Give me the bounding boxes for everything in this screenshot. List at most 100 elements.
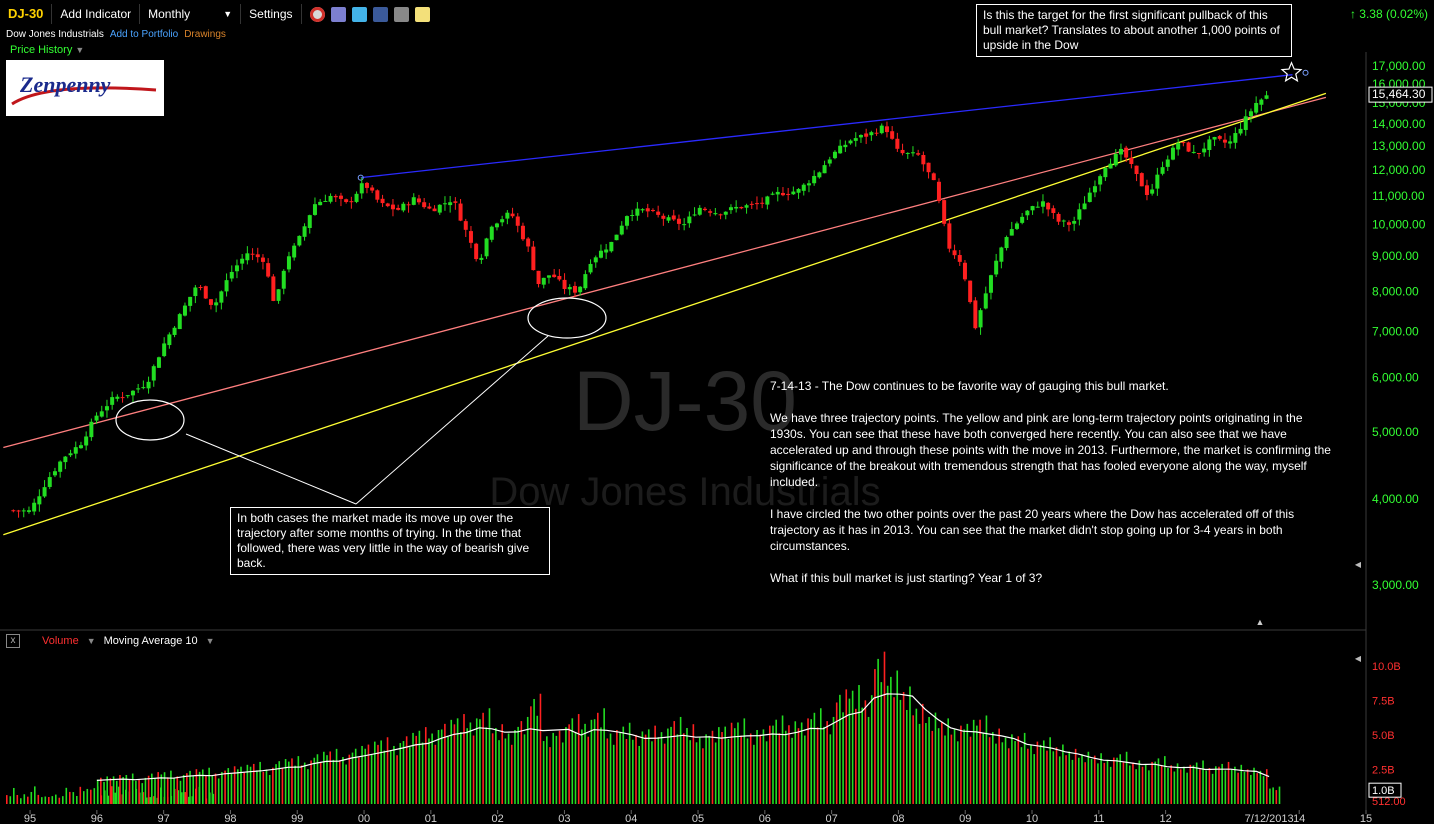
y-tick-label-2: 5,000.00 xyxy=(1372,425,1419,439)
volume-bar xyxy=(995,743,997,804)
candle-body xyxy=(354,193,359,202)
volume-bar xyxy=(119,774,121,804)
candle-body xyxy=(1118,148,1123,155)
volume-bar xyxy=(106,776,109,804)
volume-bar xyxy=(20,798,22,804)
volume-bar xyxy=(421,742,424,804)
volume-bar xyxy=(561,742,564,804)
candle-body xyxy=(468,231,473,243)
candle-body xyxy=(364,182,369,188)
volume-bar xyxy=(313,757,316,804)
volume-bar xyxy=(370,754,373,804)
volume-bar xyxy=(1160,765,1163,804)
candle-body xyxy=(988,275,993,293)
volume-bar xyxy=(596,712,599,804)
volume-bar xyxy=(1269,788,1271,804)
volume-bar xyxy=(1116,757,1118,804)
twitter-icon[interactable] xyxy=(351,6,367,22)
volume-bar xyxy=(367,744,370,804)
x-tick-label-10: 05 xyxy=(692,813,704,824)
volume-bar xyxy=(323,751,325,804)
candle-body xyxy=(728,207,733,211)
candle-body xyxy=(1061,220,1066,222)
note-icon[interactable] xyxy=(414,6,430,22)
volume-bar xyxy=(479,719,481,804)
commentary-note: 7-14-13 - The Dow continues to be favori… xyxy=(770,378,1340,602)
scroll-up-icon: ▲ xyxy=(1256,617,1265,627)
volume-header: x Volume ▼ Moving Average 10 ▼ xyxy=(6,634,215,648)
volume-bar xyxy=(151,773,153,804)
candle-body xyxy=(26,510,31,512)
volume-bar xyxy=(797,728,800,804)
volume-bar xyxy=(1195,762,1198,804)
volume-bar xyxy=(1122,762,1125,804)
logo-text: Zenpenny xyxy=(20,72,111,97)
candle-body xyxy=(1113,153,1118,166)
volume-label[interactable]: Volume xyxy=(42,635,79,647)
volume-bar xyxy=(374,741,376,804)
volume-bar xyxy=(711,730,714,804)
price-history-menu[interactable]: Price History ▼ xyxy=(10,44,84,56)
volume-bar xyxy=(189,770,191,804)
volume-bar xyxy=(48,796,50,804)
volume-bar xyxy=(1049,737,1051,804)
volume-bar xyxy=(402,741,405,804)
candle-body xyxy=(806,183,811,186)
drawings-link[interactable]: Drawings xyxy=(184,29,226,40)
candle-body xyxy=(687,216,692,224)
volume-bar xyxy=(144,777,147,804)
candle-body xyxy=(604,249,609,253)
volume-bar xyxy=(121,794,124,804)
period-select[interactable]: Monthly ▼ xyxy=(140,4,242,24)
volume-bar xyxy=(488,708,491,804)
volume-bar xyxy=(300,765,303,804)
volume-bar xyxy=(1148,770,1150,804)
camera-icon[interactable] xyxy=(393,6,409,22)
candle-body xyxy=(526,238,531,247)
volume-bar xyxy=(434,744,437,804)
volume-bar xyxy=(1173,771,1176,804)
volume-bar xyxy=(160,774,163,804)
chevron-down-icon: ▼ xyxy=(223,9,233,19)
volume-bar xyxy=(718,727,720,804)
volume-bar xyxy=(1265,769,1268,804)
candle-body xyxy=(479,257,484,260)
volume-bar xyxy=(870,695,873,804)
settings-button[interactable]: Settings xyxy=(241,4,302,24)
candle-body xyxy=(1046,202,1051,210)
volume-bar xyxy=(1030,744,1032,804)
candle-body xyxy=(1082,203,1087,210)
volume-bar xyxy=(214,773,217,804)
close-icon[interactable]: x xyxy=(6,634,20,648)
book-icon[interactable] xyxy=(330,6,346,22)
add-to-portfolio-link[interactable]: Add to Portfolio xyxy=(109,29,179,40)
volume-bar xyxy=(472,735,475,804)
candle-body xyxy=(1186,142,1191,152)
candle-body xyxy=(1160,167,1165,174)
volume-bar xyxy=(721,732,723,804)
volume-bar xyxy=(622,726,625,804)
circle-2002 xyxy=(527,297,607,339)
volume-bar xyxy=(523,734,526,804)
candle-body xyxy=(1144,185,1149,195)
volume-bar xyxy=(753,744,755,804)
volume-bar xyxy=(587,736,590,804)
volume-bar xyxy=(284,759,287,804)
candle-body xyxy=(1108,163,1113,169)
volume-bar xyxy=(316,754,319,804)
volume-bar xyxy=(147,775,150,804)
x-last-label: 7/12/2013 xyxy=(1245,813,1294,824)
add-indicator-button[interactable]: Add Indicator xyxy=(52,4,141,24)
volume-bar xyxy=(644,734,647,804)
facebook-icon[interactable] xyxy=(372,6,388,22)
ma-label[interactable]: Moving Average 10 xyxy=(103,635,198,647)
candle-body xyxy=(359,183,364,194)
alarm-clock-icon[interactable] xyxy=(309,6,325,22)
volume-bar xyxy=(714,742,717,804)
y-tick-label-3: 6,000.00 xyxy=(1372,371,1419,385)
candle-body xyxy=(151,366,156,381)
volume-bar xyxy=(1138,760,1141,804)
candle-body xyxy=(146,381,151,389)
y-tick-label-4: 7,000.00 xyxy=(1372,324,1419,338)
symbol-label[interactable]: DJ-30 xyxy=(0,4,53,24)
